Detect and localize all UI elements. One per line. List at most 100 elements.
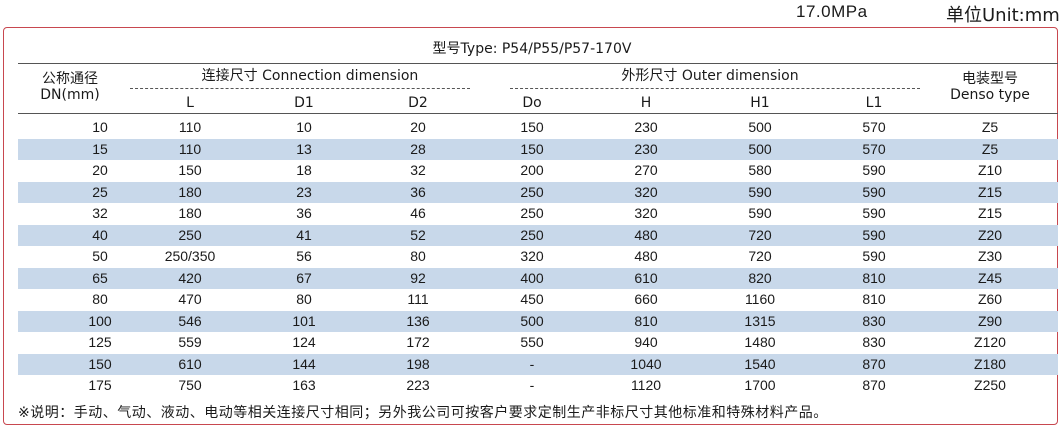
table-cell: 590 [862, 183, 886, 200]
table-cell: 500 [520, 312, 544, 329]
col-header-d2: D2 [408, 95, 428, 111]
table-cell: 100 [88, 312, 112, 329]
pressure-rating: 17.0MPa [796, 2, 868, 21]
table-cell: 1480 [744, 334, 776, 350]
table-cell: 50 [92, 248, 108, 264]
table-cell: 500 [748, 140, 772, 157]
header-top-rule [18, 63, 1058, 64]
table-cell: 40 [92, 226, 108, 243]
table-cell: 20 [410, 119, 426, 135]
table-cell: 32 [410, 162, 426, 178]
table-cell: Z10 [977, 162, 1003, 178]
table-cell: 136 [406, 312, 430, 329]
table-cell: Z15 [977, 205, 1003, 221]
table-cell: 546 [178, 312, 202, 329]
table-row: 40 250 41 52 250 480 720 590 Z20 [18, 224, 1058, 246]
table-cell: 610 [178, 355, 202, 372]
table-cell: 270 [634, 162, 658, 178]
connection-header: 连接尺寸 Connection dimension [201, 68, 419, 84]
table-cell: 1040 [630, 355, 662, 372]
table-cell: 820 [748, 269, 772, 286]
table-cell: 470 [178, 291, 202, 307]
table-cell: 500 [748, 119, 772, 135]
table-cell: 223 [406, 377, 430, 393]
connection-dashed-rule [130, 88, 470, 89]
table-row: 175 750 163 223 - 1120 1700 870 Z250 [18, 375, 1058, 397]
table-row: 10 110 10 20 150 230 500 570 Z5 [18, 117, 1058, 139]
col-header-do: Do [522, 95, 542, 111]
table-cell: 10 [92, 119, 108, 135]
table-cell: 67 [296, 269, 312, 286]
table-cell: 124 [292, 334, 316, 350]
table-cell: 570 [862, 140, 886, 157]
table-cell: Z120 [974, 334, 1006, 350]
table-cell: 250 [520, 205, 544, 221]
table-cell: 720 [748, 248, 772, 264]
table-cell: 320 [634, 205, 658, 221]
type-heading: 型号Type: P54/P55/P57-170V [432, 41, 632, 57]
table-cell: 25 [92, 183, 108, 200]
dn-header: 公称通径 DN(mm) [32, 71, 108, 103]
outer-header: 外形尺寸 Outer dimension [621, 68, 799, 84]
table-cell: 20 [92, 162, 108, 178]
table-row: 125 559 124 172 550 940 1480 830 Z120 [18, 332, 1058, 354]
table-cell: 175 [88, 377, 112, 393]
table-cell: 36 [296, 205, 312, 221]
table-cell: 150 [520, 140, 544, 157]
table-cell: 36 [410, 183, 426, 200]
table-cell: 810 [634, 312, 658, 329]
table-cell: 250 [520, 226, 544, 243]
table-cell: 198 [406, 355, 430, 372]
table-cell: 830 [862, 334, 886, 350]
table-cell: 41 [296, 226, 312, 243]
table-cell: 101 [292, 312, 316, 329]
table-row: 15 110 13 28 150 230 500 570 Z5 [18, 138, 1058, 160]
table-cell: 420 [178, 269, 202, 286]
table-cell: 92 [410, 269, 426, 286]
table-row: 80 470 80 111 450 660 1160 810 Z60 [18, 289, 1058, 311]
table-cell: 32 [92, 205, 108, 221]
table-cell: 1315 [744, 312, 776, 329]
table-cell: 590 [748, 183, 772, 200]
table-cell: 80 [410, 248, 426, 264]
table-cell: 150 [178, 162, 202, 178]
table-cell: 180 [178, 205, 202, 221]
table-cell: 65 [92, 269, 108, 286]
table-row: 65 420 67 92 400 610 820 810 Z45 [18, 267, 1058, 289]
table-cell: 870 [862, 377, 886, 393]
col-header-h: H [640, 95, 652, 111]
table-cell: 1540 [744, 355, 776, 372]
table-cell: 46 [410, 205, 426, 221]
table-cell: 250 [520, 183, 544, 200]
table-row: 100 546 101 136 500 810 1315 830 Z90 [18, 310, 1058, 332]
table-body: 10 110 10 20 150 230 500 570 Z5 15 110 13 28 150 230 50… [18, 117, 1058, 397]
table-cell: 590 [862, 226, 886, 243]
table-cell: Z15 [977, 183, 1003, 200]
table-cell: 144 [292, 355, 316, 372]
table-cell: 810 [862, 291, 886, 307]
denso-header-cn: 电装型号 [962, 71, 1018, 87]
table-cell: 56 [296, 248, 312, 264]
table-cell: Z5 [981, 140, 999, 157]
table-cell: 590 [862, 205, 886, 221]
table-cell: 720 [748, 226, 772, 243]
table-row: 20 150 18 32 200 270 580 590 Z10 [18, 160, 1058, 182]
footnote: ※说明：手动、气动、液动、电动等相关连接尺寸相同；另外我公司可按客户要求定制生产… [18, 405, 828, 421]
table-cell: 80 [92, 291, 108, 307]
dn-header-en: DN(mm) [40, 87, 100, 103]
table-cell: 590 [862, 162, 886, 178]
table-cell: 590 [748, 205, 772, 221]
table-cell: 150 [520, 119, 544, 135]
table-cell: 320 [634, 183, 658, 200]
table-cell: Z90 [977, 312, 1003, 329]
col-header-d1: D1 [294, 95, 314, 111]
table-row: 150 610 144 198 - 1040 1540 870 Z180 [18, 353, 1058, 375]
table-cell: 15 [92, 140, 108, 157]
table-cell: 23 [296, 183, 312, 200]
denso-header: 电装型号 Denso type [940, 71, 1040, 103]
table-cell: 570 [862, 119, 886, 135]
denso-header-en: Denso type [950, 87, 1030, 103]
table-cell: 163 [292, 377, 316, 393]
table-cell: 830 [862, 312, 886, 329]
table-cell: 200 [520, 162, 544, 178]
